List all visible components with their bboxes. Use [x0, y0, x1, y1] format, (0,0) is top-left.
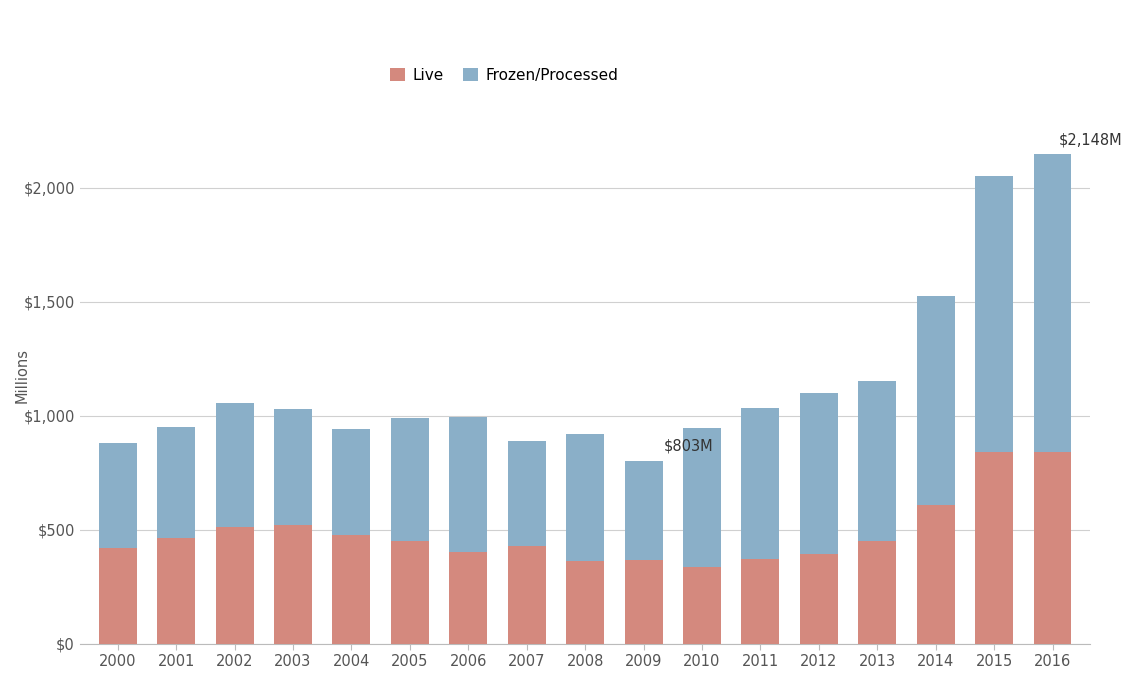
Bar	[976, 451, 1013, 644]
Bar	[508, 546, 545, 644]
Bar	[332, 535, 371, 644]
Bar	[858, 540, 896, 644]
Bar	[274, 409, 311, 525]
Bar	[742, 559, 779, 644]
Bar	[800, 554, 837, 644]
Text: $803M: $803M	[664, 438, 713, 453]
Bar	[332, 429, 371, 535]
Bar	[800, 393, 837, 554]
Bar	[391, 540, 429, 644]
Bar	[683, 428, 721, 566]
Bar	[916, 295, 955, 505]
Bar	[216, 527, 253, 644]
Bar	[976, 176, 1013, 451]
Bar	[624, 460, 663, 560]
Bar	[566, 434, 604, 561]
Bar	[450, 552, 487, 644]
Y-axis label: Millions: Millions	[15, 348, 30, 404]
Bar	[216, 403, 253, 527]
Bar	[508, 440, 545, 546]
Bar	[157, 538, 195, 644]
Bar	[1034, 154, 1071, 452]
Bar	[98, 548, 137, 644]
Bar	[450, 417, 487, 552]
Bar	[157, 427, 195, 538]
Bar	[98, 443, 137, 548]
Bar	[742, 408, 779, 559]
Text: $2,148M: $2,148M	[1059, 132, 1122, 147]
Bar	[391, 418, 429, 540]
Bar	[1034, 452, 1071, 644]
Bar	[858, 381, 896, 540]
Bar	[566, 561, 604, 644]
Legend: Live, Frozen/Processed: Live, Frozen/Processed	[385, 62, 624, 89]
Bar	[683, 566, 721, 644]
Bar	[916, 505, 955, 644]
Bar	[624, 560, 663, 644]
Bar	[274, 525, 311, 644]
